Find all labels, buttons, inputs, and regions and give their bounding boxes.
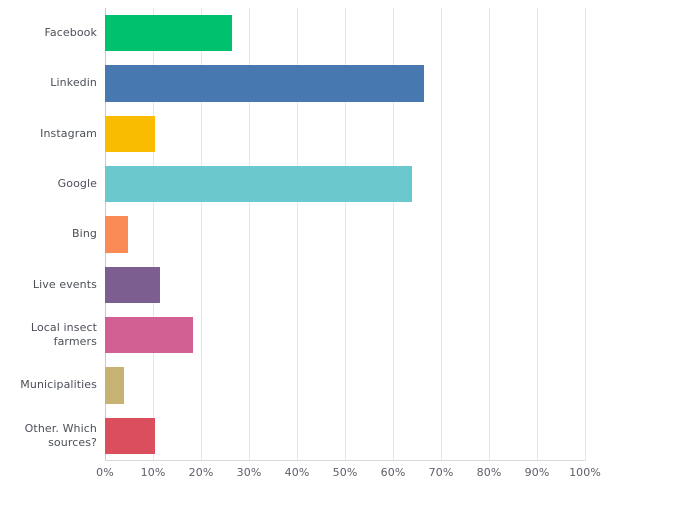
bar-linkedin[interactable] [105,65,424,102]
x-tick-label-40%: 40% [284,466,310,479]
bar-facebook[interactable] [105,15,232,52]
x-tick-label-80%: 80% [476,466,502,479]
x-tick-label-100%: 100% [569,466,601,479]
category-label-other-which-sources: Other. Which sources? [0,411,97,461]
x-tick-label-0%: 0% [96,466,114,479]
category-axis-labels: Facebook Linkedin Instagram Google Bing Live … [0,8,97,461]
x-tick-label-90%: 90% [524,466,550,479]
x-axis-line [105,460,585,461]
bar-instagram[interactable] [105,115,155,152]
gridline-100% [585,8,586,461]
category-label-local-insect-farmers: Local insect farmers [0,310,97,360]
category-label-line: Other. Which [24,421,97,435]
x-tick-label-60%: 60% [380,466,406,479]
bar-series [105,8,585,461]
bar-row [105,417,585,454]
category-label-line: Bing [72,227,97,241]
bar-row [105,65,585,102]
category-label-line: Live events [32,277,97,291]
category-label-facebook: Facebook [0,8,97,58]
x-tick-label-10%: 10% [140,466,166,479]
bar-row [105,115,585,152]
category-label-linkedin: Linkedin [0,58,97,108]
x-tick-label-70%: 70% [428,466,454,479]
category-label-line: farmers [53,335,97,349]
bar-row [105,166,585,203]
category-label-line: Google [57,177,97,191]
category-label-line: Local insect [30,321,97,335]
bar-google[interactable] [105,166,413,203]
category-label-line: Instagram [40,126,97,140]
category-label-line: Facebook [44,26,97,40]
x-tick-label-50%: 50% [332,466,358,479]
category-label-google: Google [0,159,97,209]
bar-row [105,15,585,52]
bar-row [105,266,585,303]
category-label-line: Linkedin [50,76,97,90]
bar-local-insect-farmers[interactable] [105,317,193,354]
category-label-live-events: Live events [0,260,97,310]
bar-row [105,216,585,253]
bar-municipalities[interactable] [105,367,125,404]
category-label-line: Municipalities [20,378,97,392]
plot-area [105,8,586,461]
category-label-line: sources? [48,435,97,449]
x-axis-tick-labels: 0% 10% 20% 30% 40% 50% 60% 70% 80% 90% 100% [96,466,601,486]
x-tick-label-30%: 30% [236,466,262,479]
category-label-bing: Bing [0,209,97,259]
x-tick-label-20%: 20% [188,466,214,479]
category-label-instagram: Instagram [0,109,97,159]
bar-row [105,367,585,404]
bar-other-which-sources[interactable] [105,417,155,454]
bar-live-events[interactable] [105,266,161,303]
category-label-municipalities: Municipalities [0,360,97,410]
bar-bing[interactable] [105,216,128,253]
bar-row [105,317,585,354]
